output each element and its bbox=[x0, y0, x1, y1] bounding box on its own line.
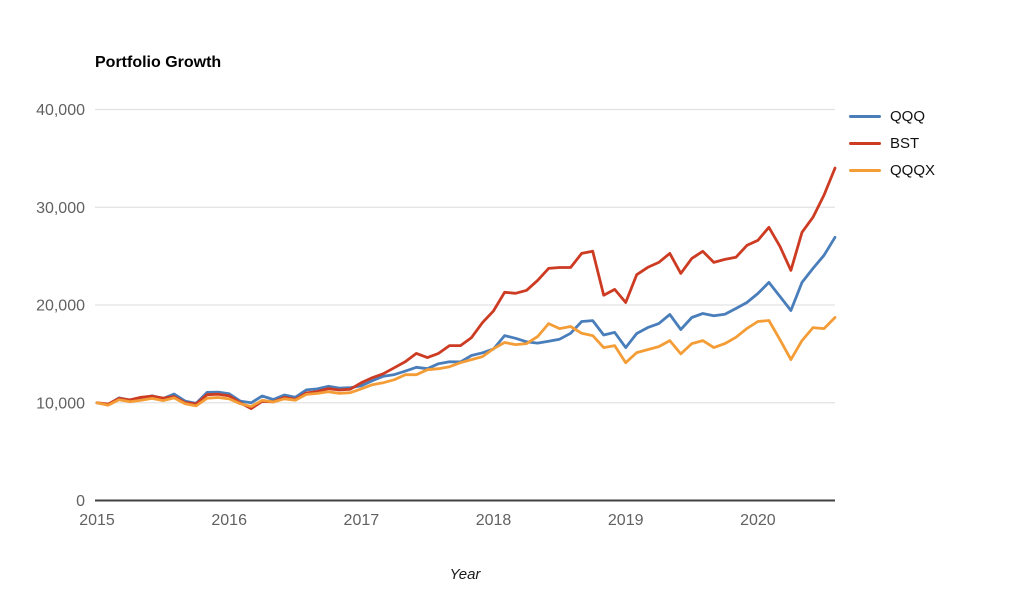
legend-swatch bbox=[849, 169, 881, 172]
series-line-qqq[interactable] bbox=[95, 235, 837, 407]
x-tick-label: 2015 bbox=[79, 512, 115, 529]
series-line-bst[interactable] bbox=[95, 166, 837, 411]
y-tick-label: 10,000 bbox=[36, 395, 85, 412]
legend-item-qqq: QQQ bbox=[849, 103, 935, 130]
legend-swatch bbox=[849, 115, 881, 118]
x-tick-label: 2020 bbox=[740, 512, 776, 529]
legend-label: QQQX bbox=[890, 162, 936, 179]
legend-item-bst: BST bbox=[849, 130, 935, 157]
legend-swatch bbox=[849, 142, 881, 145]
x-tick-label: 2018 bbox=[476, 512, 512, 529]
y-tick-label: 20,000 bbox=[36, 298, 85, 315]
x-tick-label: 2019 bbox=[608, 512, 644, 529]
y-tick-label: 30,000 bbox=[36, 200, 85, 217]
legend-item-qqqx: QQQX bbox=[849, 157, 935, 184]
chart-title: Portfolio Growth bbox=[95, 54, 222, 71]
x-tick-label: 2016 bbox=[211, 512, 247, 529]
y-tick-label: 40,000 bbox=[36, 102, 85, 119]
y-tick-label: 0 bbox=[76, 493, 85, 510]
series-line-qqqx[interactable] bbox=[95, 316, 837, 408]
legend-label: QQQ bbox=[890, 108, 926, 125]
x-tick-label: 2017 bbox=[344, 512, 380, 529]
legend-label: BST bbox=[890, 135, 920, 152]
x-axis-title: Year bbox=[449, 566, 481, 583]
chart-legend: QQQ BST QQQX bbox=[849, 103, 935, 184]
